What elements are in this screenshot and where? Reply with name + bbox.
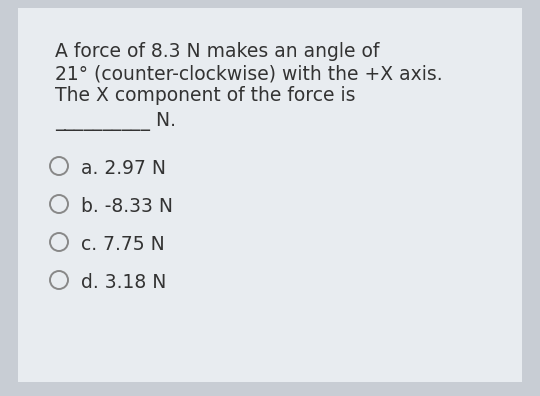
- Text: A force of 8.3 N makes an angle of: A force of 8.3 N makes an angle of: [55, 42, 380, 61]
- Text: a. 2.97 N: a. 2.97 N: [81, 159, 166, 178]
- Circle shape: [50, 157, 68, 175]
- Text: The X component of the force is: The X component of the force is: [55, 86, 355, 105]
- Text: b. -8.33 N: b. -8.33 N: [81, 197, 173, 216]
- Text: c. 7.75 N: c. 7.75 N: [81, 235, 165, 254]
- Text: __________ N.: __________ N.: [55, 112, 176, 131]
- Circle shape: [50, 271, 68, 289]
- Text: 21° (counter-clockwise) with the +X axis.: 21° (counter-clockwise) with the +X axis…: [55, 64, 443, 83]
- Circle shape: [50, 195, 68, 213]
- Circle shape: [50, 233, 68, 251]
- Text: d. 3.18 N: d. 3.18 N: [81, 273, 166, 292]
